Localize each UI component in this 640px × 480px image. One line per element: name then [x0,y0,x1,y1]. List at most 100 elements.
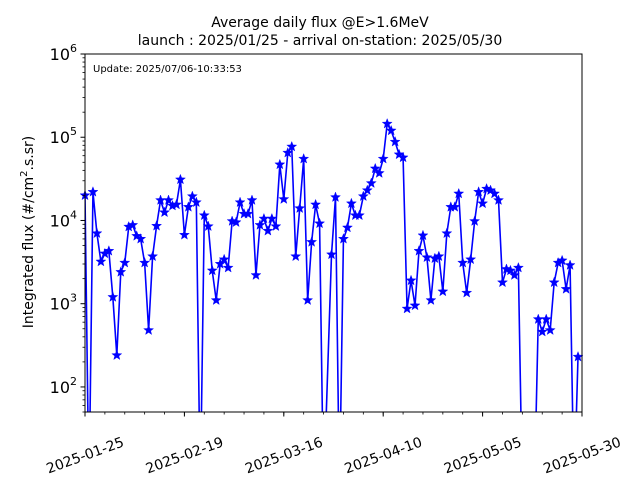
data-point-marker [536,326,548,337]
data-point-marker [246,194,258,205]
data-point-marker [373,167,385,178]
data-point-marker [337,233,349,244]
data-point-marker [214,258,226,269]
data-point-marker [409,299,421,311]
data-point-marker [560,283,572,294]
data-point-marker [286,140,298,152]
data-point-marker [147,250,159,262]
data-point-marker [278,193,290,204]
data-point-marker [453,187,465,199]
data-point-marker [306,236,318,247]
data-point-marker [329,191,341,202]
data-point-marker [405,274,417,286]
y-tick-label: 104 [50,208,77,230]
data-point-marker [91,227,103,239]
data-point-marker [425,294,437,305]
data-point-marker [548,276,560,288]
data-point-marker [457,257,469,268]
data-point-marker [182,201,194,212]
data-point-marker [564,259,576,270]
data-point-marker [477,197,489,209]
data-point-marker [345,197,357,209]
data-point-marker [127,219,139,230]
data-point-marker [139,257,151,268]
x-tick-label: 2025-02-19 [144,435,226,478]
data-point-marker [381,118,393,129]
data-point-marker [540,313,552,324]
chart-subtitle: launch : 2025/01/25 - arrival on-station… [137,33,503,49]
data-point-marker [206,264,218,276]
data-point-marker [254,219,266,230]
data-point-marker [473,186,485,197]
data-point-marker [143,324,155,335]
data-point-marker [341,221,353,233]
data-point-marker [421,251,433,263]
data-point-marker [186,190,198,202]
data-point-marker [170,198,182,210]
data-point-marker [294,202,306,213]
data-point-marker [489,187,501,199]
data-point-marker [389,136,401,147]
data-point-marker [250,269,262,280]
data-point-marker [508,269,520,280]
data-point-marker [174,173,186,185]
data-point-marker [496,276,508,288]
data-point-marker [397,151,409,163]
data-point-marker [504,264,516,276]
chart-title: Average daily flux @E>1.6MeV [211,15,429,31]
data-point-marker [461,287,473,298]
data-point-marker [353,209,365,221]
data-point-marker [178,229,190,240]
data-point-marker [210,294,222,305]
data-point-marker [469,215,481,226]
data-point-marker [298,153,310,164]
data-point-marker [218,253,230,265]
data-point-marker [512,262,524,273]
data-point-marker [270,220,282,232]
data-point-marker [290,250,302,262]
data-point-marker [449,201,461,212]
data-point-marker [107,291,119,302]
data-point-marker [465,253,477,265]
data-point-marker [493,194,504,205]
data-point-marker [222,262,234,273]
data-point-marker [437,285,449,297]
data-point-marker [377,153,389,164]
data-point-marker [103,245,115,256]
data-point-marker [385,124,397,136]
data-point-marker [119,257,131,268]
data-point-marker [302,294,314,305]
data-point-marker [314,217,326,229]
x-tick-label: 2025-01-25 [44,435,126,478]
x-tick-label: 2025-03-16 [243,434,325,477]
y-tick-label: 105 [50,125,77,147]
data-point-marker [135,233,147,244]
x-tick-label: 2025-04-10 [343,435,425,478]
data-point-marker [151,220,163,231]
data-point-marker [242,208,254,219]
data-point-marker [234,196,246,208]
y-tick-label: 103 [50,292,77,314]
y-tick-label: 106 [50,42,77,64]
x-tick-label: 2025-05-30 [541,435,623,478]
data-point-marker [556,254,568,266]
data-point-marker [326,248,338,260]
data-point-marker [159,206,171,218]
data-point-marker [544,324,556,335]
data-point-marker [417,229,429,241]
data-point-marker [282,147,294,158]
data-point-marker [441,227,453,239]
data-point-marker [95,255,107,267]
update-annotation: Update: 2025/07/06-10:33:53 [93,64,242,75]
data-point-marker [401,302,413,314]
data-point-marker [369,162,381,174]
data-point-marker [433,250,445,262]
data-point-marker [163,194,174,205]
data-point-marker [198,209,210,221]
data-point-marker [262,225,274,236]
x-tick-label: 2025-05-05 [442,435,524,478]
data-point-marker [274,158,286,170]
flux-series-line [85,121,579,412]
data-point-marker [365,177,377,188]
